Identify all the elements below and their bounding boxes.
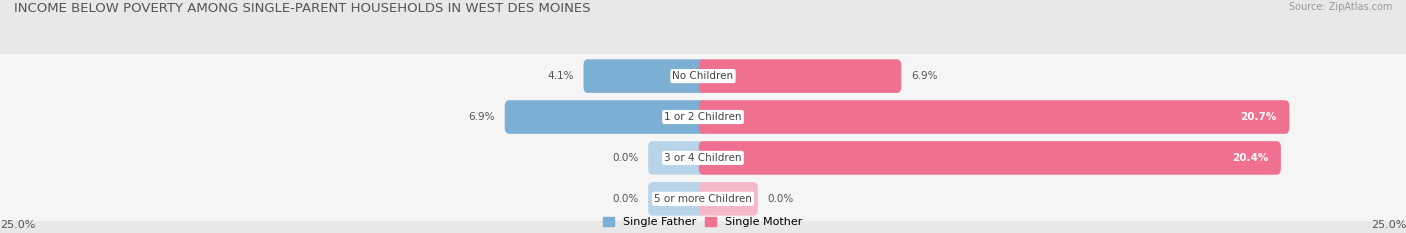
Text: 6.9%: 6.9% [468,112,495,122]
Text: 25.0%: 25.0% [1371,220,1406,230]
Text: No Children: No Children [672,71,734,81]
FancyBboxPatch shape [0,133,1406,183]
Legend: Single Father, Single Mother: Single Father, Single Mother [603,217,803,227]
Text: 20.4%: 20.4% [1232,153,1268,163]
Text: 1 or 2 Children: 1 or 2 Children [664,112,742,122]
Text: 6.9%: 6.9% [911,71,938,81]
FancyBboxPatch shape [699,141,1281,175]
Text: Source: ZipAtlas.com: Source: ZipAtlas.com [1288,2,1392,12]
FancyBboxPatch shape [583,59,707,93]
Text: 5 or more Children: 5 or more Children [654,194,752,204]
FancyBboxPatch shape [699,182,758,216]
Text: 25.0%: 25.0% [0,220,35,230]
Text: 20.7%: 20.7% [1240,112,1277,122]
FancyBboxPatch shape [648,182,707,216]
FancyBboxPatch shape [505,100,707,134]
Text: 3 or 4 Children: 3 or 4 Children [664,153,742,163]
Text: 0.0%: 0.0% [612,194,638,204]
FancyBboxPatch shape [0,51,1406,101]
FancyBboxPatch shape [0,92,1406,142]
Text: INCOME BELOW POVERTY AMONG SINGLE-PARENT HOUSEHOLDS IN WEST DES MOINES: INCOME BELOW POVERTY AMONG SINGLE-PARENT… [14,2,591,15]
Text: 0.0%: 0.0% [768,194,794,204]
FancyBboxPatch shape [699,59,901,93]
FancyBboxPatch shape [699,100,1289,134]
Text: 0.0%: 0.0% [612,153,638,163]
FancyBboxPatch shape [648,141,707,175]
Text: 4.1%: 4.1% [547,71,574,81]
FancyBboxPatch shape [0,174,1406,224]
